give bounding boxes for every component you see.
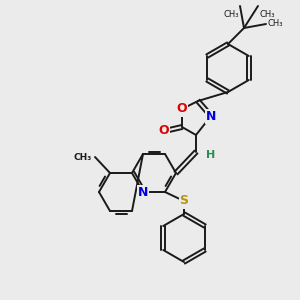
Text: CH₃: CH₃ xyxy=(259,10,274,19)
Text: CH₃: CH₃ xyxy=(267,20,283,28)
Text: CH₃: CH₃ xyxy=(224,10,239,19)
Text: N: N xyxy=(206,110,216,122)
Text: S: S xyxy=(179,194,188,208)
Text: O: O xyxy=(159,124,169,136)
Text: CH₃: CH₃ xyxy=(74,154,92,163)
Text: N: N xyxy=(138,185,148,199)
Text: H: H xyxy=(206,150,215,160)
Text: O: O xyxy=(177,103,187,116)
